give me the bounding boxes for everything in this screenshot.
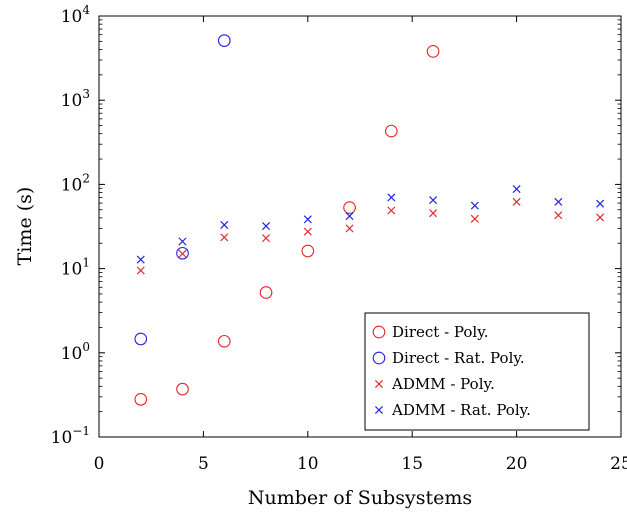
data-point (426, 45, 440, 58)
legend-marker (374, 379, 384, 389)
data-point (259, 286, 273, 299)
data-point (217, 34, 231, 47)
data-point (136, 255, 145, 264)
y-tick-label: 101 (61, 256, 90, 280)
y-axis-label: Time (s) (14, 187, 36, 266)
data-point (387, 193, 396, 202)
data-point (301, 244, 315, 258)
data-point (345, 224, 354, 233)
data-point (596, 199, 605, 208)
y-tick-label: 104 (61, 3, 91, 27)
data-point (134, 392, 148, 406)
data-point (178, 237, 187, 246)
legend-entry-label: ADMM - Poly. (391, 375, 495, 393)
y-tick-label: 100 (61, 340, 90, 364)
legend-entry-label: Direct - Rat. Poly. (392, 349, 525, 367)
legend-marker (372, 325, 386, 339)
data-point (387, 206, 396, 215)
data-point (345, 212, 354, 221)
data-point (512, 197, 521, 206)
tick-labels: 0 5 10 15 20 25 10−1 100 101 102 103 104 (51, 3, 627, 474)
data-point (470, 201, 479, 210)
legend-box (364, 312, 590, 431)
data-point (554, 211, 563, 220)
legend-entry-label: Direct - Poly. (392, 323, 488, 341)
data-point (134, 332, 148, 346)
data-points (134, 34, 605, 406)
x-tick-label: 20 (506, 454, 528, 474)
y-tick-label: 102 (61, 171, 90, 195)
data-point (220, 220, 229, 229)
x-tick-label: 5 (198, 454, 209, 474)
data-point (303, 227, 312, 236)
data-point (470, 214, 479, 223)
plot-frame (98, 15, 622, 438)
data-point (596, 213, 605, 222)
legend-marker (374, 405, 384, 415)
data-point (262, 222, 271, 231)
y-tick-label: 103 (61, 87, 90, 111)
x-axis-label: Number of Subsystems (248, 487, 472, 509)
data-point (262, 234, 271, 243)
data-point (176, 246, 189, 260)
x-tick-label: 15 (401, 454, 423, 474)
legend: Direct - Poly. Direct - Rat. Poly. ADMM - … (364, 312, 590, 431)
legend-marker (372, 351, 386, 365)
data-point (303, 215, 312, 224)
data-point (220, 233, 229, 242)
data-point (429, 196, 438, 205)
x-tick-label: 0 (94, 454, 105, 474)
data-point (429, 209, 438, 218)
data-point (512, 185, 521, 194)
legend-entry-label: ADMM - Rat. Poly. (391, 401, 531, 419)
data-point (178, 249, 187, 258)
data-point (136, 266, 145, 275)
data-point (217, 334, 231, 348)
x-tick-label: 10 (297, 454, 319, 474)
x-tick-label: 25 (610, 454, 627, 474)
data-point (343, 201, 356, 214)
data-point (176, 382, 189, 396)
data-point (554, 197, 563, 206)
y-tick-label: 10−1 (51, 424, 90, 448)
data-point (384, 124, 398, 138)
